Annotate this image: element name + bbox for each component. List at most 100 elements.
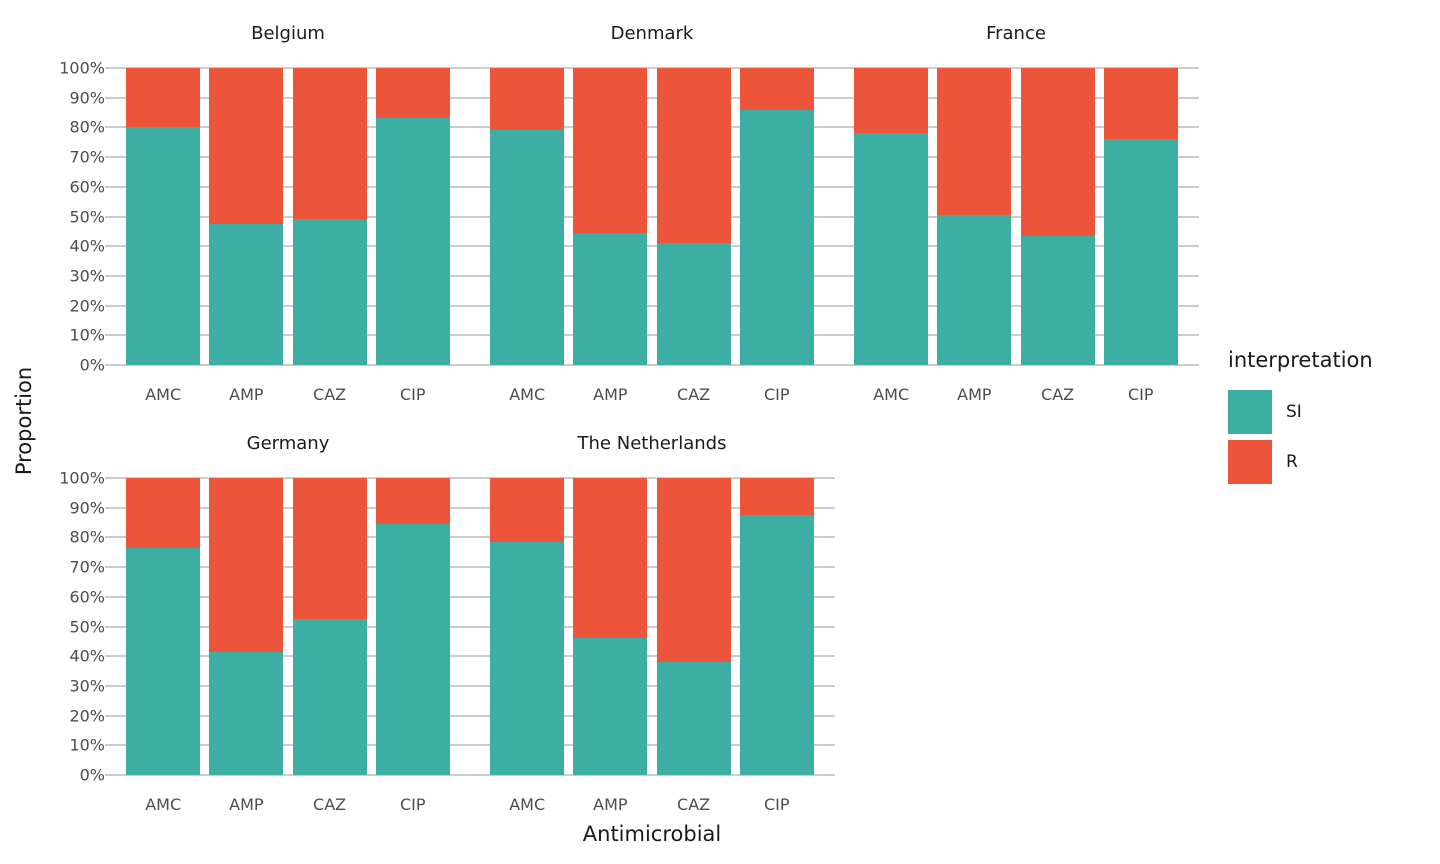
- y-tick-left: [105, 364, 117, 366]
- stacked-bar-amc: [490, 478, 565, 775]
- y-tick-left: [105, 156, 117, 159]
- y-tick-left: [833, 67, 845, 69]
- y-tick-right: [459, 274, 471, 277]
- bar-segment-si: [375, 118, 450, 365]
- facet-germany: Germany 0% 10% 20% 30% 40% 50% 60% 70% 80% 90% 100%…: [59, 433, 471, 814]
- y-tick-right: [459, 156, 471, 159]
- y-tick-left: [105, 536, 117, 539]
- x-tick-label: CAZ: [677, 385, 711, 404]
- y-tick-right: [1187, 245, 1199, 248]
- y-tick-label: 60%: [69, 587, 105, 607]
- gridline-40: [117, 245, 459, 248]
- facet-title: Belgium: [251, 23, 325, 44]
- facet-title: Denmark: [610, 23, 694, 44]
- y-tick-right: [459, 126, 471, 129]
- y-tick-left: [469, 304, 481, 307]
- y-tick-left: [833, 334, 845, 337]
- facet-panel: [105, 67, 471, 366]
- bar-segment-r: [573, 68, 648, 233]
- y-tick-right: [823, 185, 835, 188]
- y-tick-left: [833, 156, 845, 159]
- y-tick-right: [823, 595, 835, 598]
- y-tick-left: [469, 364, 481, 366]
- stacked-bar-cip: [739, 478, 814, 775]
- bar-segment-r: [209, 68, 284, 224]
- bar-segment-si: [739, 515, 814, 775]
- bar-segment-si: [1020, 235, 1095, 365]
- y-tick-right: [823, 274, 835, 277]
- y-tick-right: [1187, 304, 1199, 307]
- stacked-bar-caz: [656, 68, 731, 365]
- bar-segment-si: [656, 243, 731, 365]
- legend-item-r: R: [1228, 440, 1373, 484]
- x-tick-label: CIP: [399, 385, 426, 404]
- legend-title: interpretation: [1228, 348, 1373, 372]
- bar-segment-si: [854, 133, 929, 365]
- y-tick-left: [105, 595, 117, 598]
- x-axis-title: Antimicrobial: [582, 822, 722, 846]
- y-tick-right: [459, 506, 471, 509]
- x-tick-label: AMP: [593, 385, 628, 404]
- y-tick-left: [469, 684, 481, 687]
- gridline-100: [481, 67, 823, 69]
- gridline-60: [845, 185, 1187, 188]
- gridline-0: [481, 364, 823, 366]
- stacked-bar-amp: [937, 68, 1012, 365]
- y-tick-left: [105, 185, 117, 188]
- facet-the-netherlands: The Netherlands AMC AMP CAZ CIP: [469, 433, 835, 814]
- bar-segment-si: [209, 223, 284, 365]
- stacked-bar-caz: [292, 68, 367, 365]
- y-tick-left: [105, 625, 117, 628]
- x-tick-label: AMC: [145, 385, 182, 404]
- y-tick-left: [105, 506, 117, 509]
- y-tick-right: [823, 536, 835, 539]
- gridline-70: [481, 156, 823, 159]
- y-tick-left: [833, 274, 845, 277]
- y-tick-right: [823, 304, 835, 307]
- gridline-50: [845, 215, 1187, 218]
- gridline-20: [117, 304, 459, 307]
- gridline-90: [481, 96, 823, 99]
- gridline-40: [117, 655, 459, 658]
- bar-segment-r: [375, 68, 450, 119]
- gridline-70: [845, 156, 1187, 159]
- y-tick-right: [459, 96, 471, 99]
- gridline-10: [481, 744, 823, 747]
- y-tick-left: [469, 477, 481, 479]
- y-tick-left: [833, 215, 845, 218]
- y-tick-left: [469, 274, 481, 277]
- y-tick-left: [105, 334, 117, 337]
- y-tick-label: 20%: [69, 706, 105, 726]
- bar-segment-si: [375, 524, 450, 775]
- facet-panel: [469, 67, 835, 366]
- legend-label: R: [1286, 452, 1298, 472]
- x-tick-label: CAZ: [677, 795, 711, 814]
- y-tick-right: [1187, 334, 1199, 337]
- x-axis-labels: AMC AMP CAZ CIP: [117, 795, 459, 814]
- y-axis-labels: 0% 10% 20% 30% 40% 50% 60% 70% 80% 90% 100%: [35, 59, 105, 375]
- legend: interpretation SI R: [1228, 348, 1373, 490]
- gridline-30: [117, 274, 459, 277]
- y-tick-right: [459, 536, 471, 539]
- y-tick-left: [105, 684, 117, 687]
- y-tick-left: [469, 655, 481, 658]
- facet-panel: [833, 67, 1199, 366]
- gridline-50: [481, 625, 823, 628]
- y-tick-right: [459, 334, 471, 337]
- gridline-70: [117, 156, 459, 159]
- bar-segment-r: [656, 68, 731, 244]
- bar-segment-si: [937, 215, 1012, 365]
- y-tick-label: 80%: [69, 117, 105, 137]
- facet-title: Germany: [246, 433, 330, 454]
- legend-swatch-r: [1228, 440, 1272, 484]
- bar-segment-si: [292, 219, 367, 365]
- bar-segment-r: [126, 478, 201, 548]
- y-tick-left: [833, 245, 845, 248]
- y-tick-right: [823, 245, 835, 248]
- y-tick-right: [459, 595, 471, 598]
- x-tick-label: CIP: [763, 795, 790, 814]
- y-tick-label: 10%: [69, 325, 105, 345]
- x-tick-label: CAZ: [313, 385, 347, 404]
- y-tick-left: [105, 744, 117, 747]
- y-tick-right: [823, 96, 835, 99]
